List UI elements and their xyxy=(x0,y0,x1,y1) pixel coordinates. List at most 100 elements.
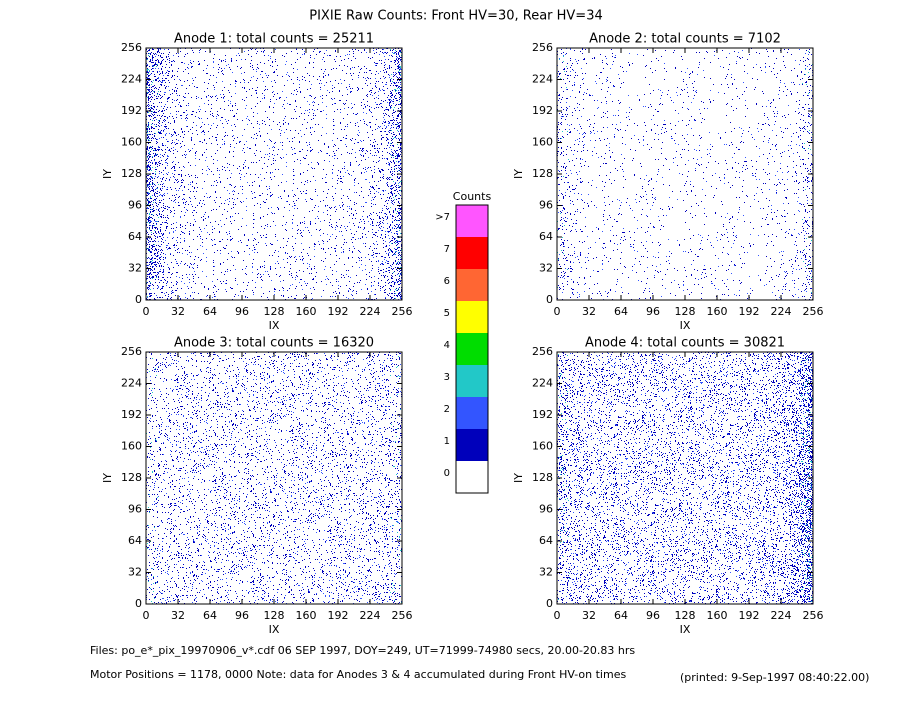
colorbar-swatch xyxy=(456,365,488,397)
x-tick-label: 96 xyxy=(235,305,249,318)
y-tick-label: 128 xyxy=(121,471,142,484)
x-tick-label: 96 xyxy=(646,609,660,622)
colorbar-frame xyxy=(455,204,489,494)
colorbar-label: 6 xyxy=(444,276,450,287)
footer-motor: Motor Positions = 1178, 0000 Note: data … xyxy=(90,668,626,681)
y-tick-label: 192 xyxy=(121,408,142,421)
y-tick-label: 160 xyxy=(532,136,553,149)
colorbar-label: >7 xyxy=(435,212,450,223)
y-tick-label: 160 xyxy=(121,440,142,453)
x-tick-label: 160 xyxy=(707,609,728,622)
x-tick-label: 128 xyxy=(264,609,285,622)
y-tick-label: 160 xyxy=(121,136,142,149)
x-tick-label: 96 xyxy=(235,609,249,622)
y-tick-label: 224 xyxy=(532,377,553,390)
y-tick-label: 64 xyxy=(128,230,142,243)
y-tick-label: 192 xyxy=(532,104,553,117)
colorbar-swatch xyxy=(456,461,488,493)
y-tick-label: 0 xyxy=(546,597,553,610)
x-tick-label: 224 xyxy=(771,305,792,318)
y-axis-label: IY xyxy=(101,169,114,179)
x-tick-label: 160 xyxy=(296,609,317,622)
x-tick-label: 96 xyxy=(646,305,660,318)
panel-title: Anode 3: total counts = 16320 xyxy=(174,336,374,351)
x-tick-label: 192 xyxy=(739,609,760,622)
x-tick-label: 256 xyxy=(803,305,824,318)
x-tick-label: 256 xyxy=(392,609,413,622)
y-axis-label: IY xyxy=(512,473,525,483)
x-tick-label: 0 xyxy=(143,609,150,622)
y-tick-label: 256 xyxy=(532,41,553,54)
colorbar-swatch xyxy=(456,205,488,237)
footer-files: Files: po_e*_pix_19970906_v*.cdf 06 SEP … xyxy=(90,644,635,657)
x-tick-label: 128 xyxy=(675,609,696,622)
colorbar-swatch xyxy=(456,269,488,301)
y-tick-label: 0 xyxy=(546,293,553,306)
count-texture xyxy=(557,48,813,300)
x-axis-label: IX xyxy=(680,319,691,332)
x-tick-label: 64 xyxy=(614,609,628,622)
count-texture xyxy=(146,352,402,604)
panel-title: Anode 4: total counts = 30821 xyxy=(585,336,785,351)
x-axis-label: IX xyxy=(680,623,691,636)
y-axis-label: IY xyxy=(101,473,114,483)
y-tick-label: 64 xyxy=(128,534,142,547)
y-tick-label: 128 xyxy=(121,167,142,180)
colorbar-label: 0 xyxy=(444,468,450,479)
y-tick-label: 128 xyxy=(532,471,553,484)
y-tick-label: 224 xyxy=(532,73,553,86)
x-tick-label: 128 xyxy=(675,305,696,318)
y-tick-label: 96 xyxy=(128,199,142,212)
y-tick-label: 256 xyxy=(121,41,142,54)
colorbar-swatch xyxy=(456,397,488,429)
y-tick-label: 0 xyxy=(135,597,142,610)
x-tick-label: 192 xyxy=(328,305,349,318)
y-tick-label: 192 xyxy=(532,408,553,421)
colorbar-swatch xyxy=(456,333,488,365)
y-tick-label: 32 xyxy=(128,566,142,579)
x-tick-label: 0 xyxy=(143,305,150,318)
count-texture xyxy=(146,48,402,300)
colorbar-swatch xyxy=(456,429,488,461)
colorbar-title: Counts xyxy=(453,190,492,203)
count-texture xyxy=(557,352,813,604)
colorbar-label: 7 xyxy=(444,244,450,255)
x-tick-label: 32 xyxy=(582,305,596,318)
x-tick-label: 32 xyxy=(171,305,185,318)
y-tick-label: 96 xyxy=(539,503,553,516)
colorbar-swatch xyxy=(456,301,488,333)
y-tick-label: 96 xyxy=(539,199,553,212)
x-tick-label: 256 xyxy=(803,609,824,622)
x-tick-label: 0 xyxy=(554,609,561,622)
colorbar-label: 5 xyxy=(444,308,450,319)
x-axis-label: IX xyxy=(269,623,280,636)
y-tick-label: 128 xyxy=(532,167,553,180)
x-tick-label: 256 xyxy=(392,305,413,318)
y-tick-label: 160 xyxy=(532,440,553,453)
x-tick-label: 32 xyxy=(171,609,185,622)
colorbar-swatch xyxy=(456,237,488,269)
x-tick-label: 64 xyxy=(614,305,628,318)
footer-printed: (printed: 9-Sep-1997 08:40:22.00) xyxy=(680,671,869,684)
x-tick-label: 192 xyxy=(739,305,760,318)
colorbar-label: 3 xyxy=(444,372,450,383)
x-tick-label: 64 xyxy=(203,305,217,318)
x-tick-label: 192 xyxy=(328,609,349,622)
y-tick-label: 64 xyxy=(539,230,553,243)
x-tick-label: 160 xyxy=(707,305,728,318)
x-axis-label: IX xyxy=(269,319,280,332)
y-tick-label: 96 xyxy=(128,503,142,516)
y-tick-label: 0 xyxy=(135,293,142,306)
y-tick-label: 64 xyxy=(539,534,553,547)
x-tick-label: 224 xyxy=(771,609,792,622)
panel-title: Anode 2: total counts = 7102 xyxy=(589,32,781,47)
y-axis-label: IY xyxy=(512,169,525,179)
x-tick-label: 0 xyxy=(554,305,561,318)
colorbar-label: 2 xyxy=(444,404,450,415)
x-tick-label: 160 xyxy=(296,305,317,318)
y-tick-label: 256 xyxy=(532,345,553,358)
x-tick-label: 224 xyxy=(360,305,381,318)
panel-title: Anode 1: total counts = 25211 xyxy=(174,32,374,47)
x-tick-label: 224 xyxy=(360,609,381,622)
